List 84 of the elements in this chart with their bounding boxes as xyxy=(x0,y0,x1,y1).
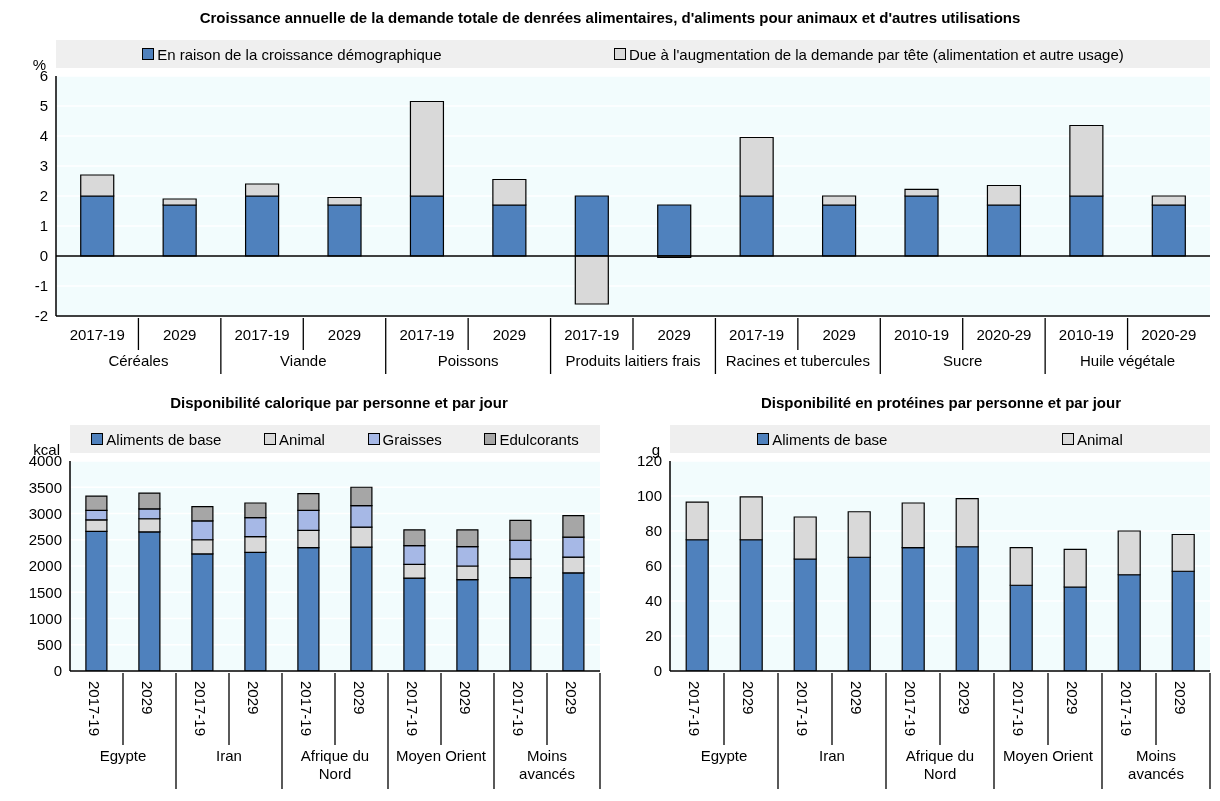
y-tick-label: 2000 xyxy=(28,557,62,575)
x-tick-label: 2029 xyxy=(162,326,197,343)
text: Iran xyxy=(216,747,242,764)
x-tick-label: 2029 xyxy=(657,326,691,343)
y-tick-label: 3000 xyxy=(28,504,62,522)
text: Sucre xyxy=(943,352,983,369)
text: Moins avancés xyxy=(1128,747,1184,782)
text: Egypte xyxy=(700,747,748,764)
x-tick-label: 2017-19 xyxy=(85,681,103,737)
x-tick-label: 2029 xyxy=(822,326,856,343)
x-tick-label: 2017-19 xyxy=(399,326,455,343)
x-tick-label: 2029 xyxy=(350,681,368,715)
text: Afrique du Nord xyxy=(905,747,975,782)
text: Viande xyxy=(280,352,327,369)
x-tick-label: 2029 xyxy=(956,681,973,715)
y-tick-label: 1000 xyxy=(28,609,62,627)
y-tick-label: 1500 xyxy=(28,583,62,601)
text: Poissons xyxy=(437,352,499,369)
x-tick-label: 2029 xyxy=(492,326,527,343)
y-tick-label: 80 xyxy=(645,522,662,540)
y-tick-label: 1 xyxy=(39,217,48,235)
chart-title: Disponibilité en protéines par personne et par jour xyxy=(759,393,1123,413)
legend-label: Animal xyxy=(279,430,325,448)
y-tick-label: 2500 xyxy=(28,531,62,549)
x-tick-label: 2017-19 xyxy=(234,326,290,343)
y-tick-label: 0 xyxy=(39,247,48,265)
x-tick-label: 2020-29 xyxy=(976,326,1032,343)
y-tick-label: -1 xyxy=(34,277,48,295)
x-tick-label: 2029 xyxy=(327,326,362,343)
y-tick-label: 0 xyxy=(653,662,662,680)
x-tick-label: 2010-19 xyxy=(893,326,950,343)
text: Huile végétale xyxy=(1080,352,1176,369)
x-tick-label: 2029 xyxy=(562,681,580,715)
x-tick-label: 2029 xyxy=(244,681,262,715)
legend-label: Aliments de base xyxy=(106,430,222,448)
x-tick-label: 2029 xyxy=(456,681,474,715)
x-tick-label: 2017-19 xyxy=(403,681,421,737)
y-tick-label: 3 xyxy=(39,157,48,175)
text: Afrique du Nord xyxy=(300,747,370,782)
x-tick-label: 2029 xyxy=(138,681,156,715)
x-tick-label: 2017-19 xyxy=(1118,681,1135,737)
x-tick-label: 2017-19 xyxy=(686,681,703,737)
x-tick-label: 2029 xyxy=(1064,681,1081,715)
legend-label: Edulcorants xyxy=(499,430,579,448)
y-tick-label: 500 xyxy=(36,636,62,654)
y-tick-label: 2 xyxy=(39,187,48,205)
x-tick-label: 2017-19 xyxy=(564,326,620,343)
x-tick-label: 2029 xyxy=(740,681,757,715)
legend-label: Graisses xyxy=(382,430,442,448)
x-tick-label: 2017-19 xyxy=(1010,681,1027,737)
text: Moyen Orient xyxy=(395,747,487,764)
x-tick-label: 2017-19 xyxy=(191,681,209,737)
x-tick-label: 2029 xyxy=(1172,681,1189,715)
y-tick-label: 60 xyxy=(645,557,662,575)
x-tick-label: 2017-19 xyxy=(297,681,315,737)
y-tick-label: 20 xyxy=(645,627,662,645)
chart-title: Disponibilité calorique par personne et par jour xyxy=(169,393,509,413)
text: Racines et tubercules xyxy=(725,352,870,369)
y-tick-label: 40 xyxy=(645,592,662,610)
x-tick-label: 2010-19 xyxy=(1058,326,1114,343)
y-tick-label: 0 xyxy=(53,662,62,680)
text: Produits laitiers frais xyxy=(565,352,701,369)
x-tick-label: 2017-19 xyxy=(509,681,527,737)
y-tick-label: 5 xyxy=(39,97,48,115)
text: Moins avancés xyxy=(519,747,575,782)
y-tick-label: 4 xyxy=(39,127,48,145)
legend-label: Due à l'augmentation de la demande par tête (alimentation et autre usage) xyxy=(628,45,1124,63)
legend-label: Animal xyxy=(1076,430,1123,448)
y-tick-label: -2 xyxy=(34,307,48,325)
legend-label: En raison de la croissance démographique xyxy=(157,45,442,63)
x-tick-label: 2017-19 xyxy=(69,326,125,343)
text: Céréales xyxy=(108,352,169,369)
x-tick-label: 2029 xyxy=(848,681,865,715)
x-tick-label: 2020-29 xyxy=(1141,326,1197,343)
y-tick-label: 3500 xyxy=(28,478,62,496)
text: Moyen Orient xyxy=(1002,747,1094,764)
legend-label: Aliments de base xyxy=(772,430,888,448)
text: Egypte xyxy=(99,747,147,764)
x-tick-label: 2017-19 xyxy=(902,681,919,737)
x-tick-label: 2017-19 xyxy=(729,326,785,343)
text: Iran xyxy=(819,747,845,764)
x-tick-label: 2017-19 xyxy=(794,681,811,737)
y-tick-label: 100 xyxy=(636,487,662,505)
chart-title: Croissance annuelle de la demande totale de denrées alimentaires, d'aliments pour animaux et d'autres utilisations xyxy=(198,8,1022,28)
